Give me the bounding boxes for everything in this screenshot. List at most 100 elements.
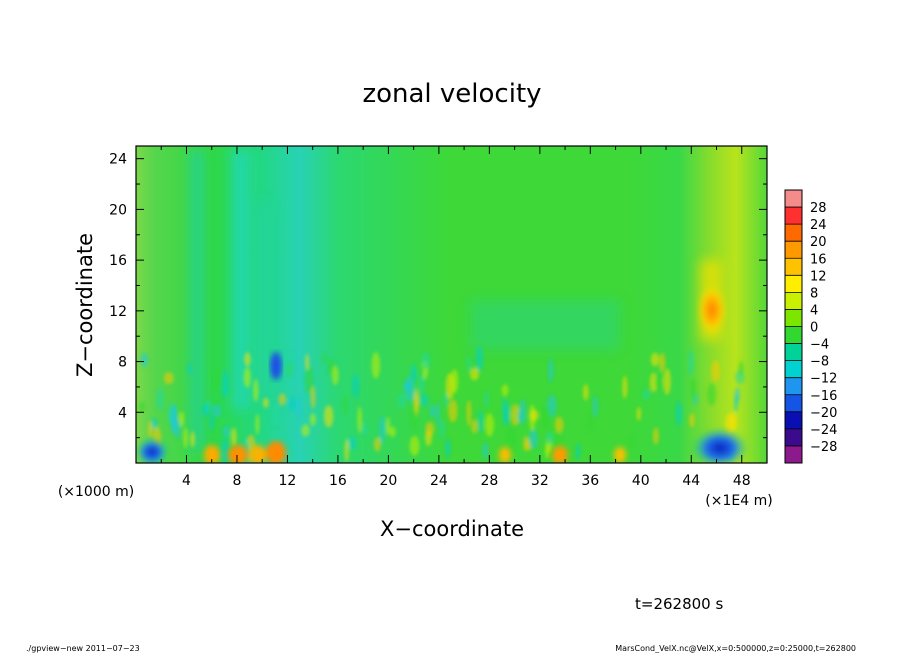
field-streak bbox=[636, 406, 642, 421]
field-streak bbox=[554, 428, 562, 448]
field-streak bbox=[342, 394, 348, 415]
colorbar-label: −24 bbox=[810, 423, 837, 438]
field-streak bbox=[163, 372, 174, 385]
field-streak bbox=[482, 442, 489, 459]
field-streak bbox=[652, 427, 659, 445]
x-tick-label: 12 bbox=[279, 473, 297, 489]
field-streak bbox=[469, 367, 479, 381]
field-streak bbox=[221, 370, 229, 398]
field-streak bbox=[545, 431, 554, 445]
y-tick-label: 12 bbox=[109, 304, 127, 320]
field-streak bbox=[140, 352, 149, 368]
field-streak bbox=[156, 388, 165, 411]
colorbar-band bbox=[785, 275, 802, 293]
field-streak bbox=[421, 352, 431, 370]
field-streak bbox=[622, 375, 628, 399]
y-axis-label: Z−coordinate bbox=[73, 233, 97, 377]
colorbar-band bbox=[785, 258, 802, 276]
y-tick-label: 20 bbox=[109, 202, 127, 218]
field-streak bbox=[425, 421, 435, 437]
field-streak bbox=[642, 389, 650, 401]
colorbar-band bbox=[785, 241, 802, 259]
colorbar-label: −28 bbox=[810, 440, 837, 455]
colorbar-band bbox=[785, 394, 802, 413]
field-streak bbox=[485, 413, 494, 437]
colorbar-label: 0 bbox=[810, 321, 818, 336]
field-streak bbox=[502, 397, 507, 426]
field-streak bbox=[466, 399, 472, 427]
y-axis: 4 8 12 16 20 24 bbox=[109, 152, 767, 439]
colorbar-band bbox=[785, 360, 802, 378]
field-streak bbox=[309, 413, 316, 426]
field-streak bbox=[484, 390, 489, 408]
colorbar-label: 28 bbox=[810, 201, 827, 216]
field-streak bbox=[734, 387, 741, 404]
field-streak bbox=[475, 346, 484, 372]
colorbar-label: −12 bbox=[810, 372, 837, 387]
field-streak bbox=[301, 424, 310, 437]
field-streak bbox=[711, 360, 720, 383]
y-tick-label: 8 bbox=[118, 355, 127, 371]
x-unit-left: (×1000 m) bbox=[58, 484, 134, 500]
x-tick-label: 4 bbox=[182, 473, 191, 489]
field-streak bbox=[419, 394, 430, 407]
colorbar-band bbox=[785, 309, 802, 327]
field-streak bbox=[310, 386, 316, 409]
field-streak bbox=[178, 411, 185, 427]
field-streak bbox=[244, 352, 251, 367]
x-tick-label: 44 bbox=[682, 473, 700, 489]
colorbar-label: −4 bbox=[810, 338, 829, 353]
field-streak bbox=[429, 404, 436, 418]
field-streak bbox=[541, 403, 551, 428]
colorbar-label: 8 bbox=[810, 286, 818, 301]
field-streak bbox=[352, 373, 360, 399]
colorbar-band bbox=[785, 411, 802, 430]
field-streak bbox=[305, 353, 310, 371]
field-streak bbox=[331, 365, 339, 386]
x-tick-label: 40 bbox=[632, 473, 650, 489]
colorbar-label: 20 bbox=[810, 235, 827, 250]
field-streak bbox=[417, 365, 424, 377]
field-streak bbox=[389, 426, 396, 438]
field-streak bbox=[271, 403, 280, 428]
field-streak bbox=[529, 409, 539, 422]
plot-frame bbox=[135, 145, 768, 464]
field-streak bbox=[322, 352, 327, 364]
field-streak bbox=[650, 352, 660, 367]
x-axis: 4 8 12 16 20 24 28 32 36 40 44 48 bbox=[160, 146, 751, 489]
colorbar-band bbox=[785, 445, 802, 464]
x-tick-label: 8 bbox=[232, 473, 241, 489]
field-streak bbox=[687, 349, 695, 377]
field-streak bbox=[588, 413, 593, 433]
field-streak bbox=[443, 392, 448, 407]
footer-right: MarsCond_VelX.nc@VelX,x=0:500000,z=0:250… bbox=[615, 644, 856, 653]
field-streak bbox=[554, 416, 564, 433]
x-tick-label: 36 bbox=[581, 473, 599, 489]
colorbar-band bbox=[785, 326, 802, 344]
field-streak bbox=[278, 393, 287, 406]
field-streak bbox=[738, 361, 744, 375]
x-axis-label: X−coordinate bbox=[380, 517, 524, 541]
field-streak bbox=[478, 409, 484, 434]
field-streak bbox=[663, 368, 671, 395]
field-streak bbox=[523, 435, 528, 452]
field-streak bbox=[362, 422, 368, 436]
field-streak bbox=[582, 384, 589, 401]
field-streak bbox=[435, 401, 440, 426]
y-tick-label: 24 bbox=[109, 152, 127, 168]
field-streak bbox=[444, 438, 451, 458]
time-label: t=262800 s bbox=[635, 595, 723, 613]
chart-title: zonal velocity bbox=[362, 79, 541, 109]
field-streak bbox=[592, 395, 599, 417]
field-streak bbox=[190, 431, 196, 448]
colorbar-label: 12 bbox=[810, 269, 827, 284]
colorbar-band bbox=[785, 224, 802, 242]
colorbar-band bbox=[785, 428, 802, 447]
field-streak bbox=[689, 413, 695, 428]
x-tick-label: 32 bbox=[531, 473, 549, 489]
colorbar-label: 24 bbox=[810, 218, 827, 233]
field-streak bbox=[348, 436, 357, 450]
field-streak bbox=[220, 438, 230, 463]
field-streak bbox=[414, 388, 419, 413]
field-streak bbox=[528, 429, 539, 449]
